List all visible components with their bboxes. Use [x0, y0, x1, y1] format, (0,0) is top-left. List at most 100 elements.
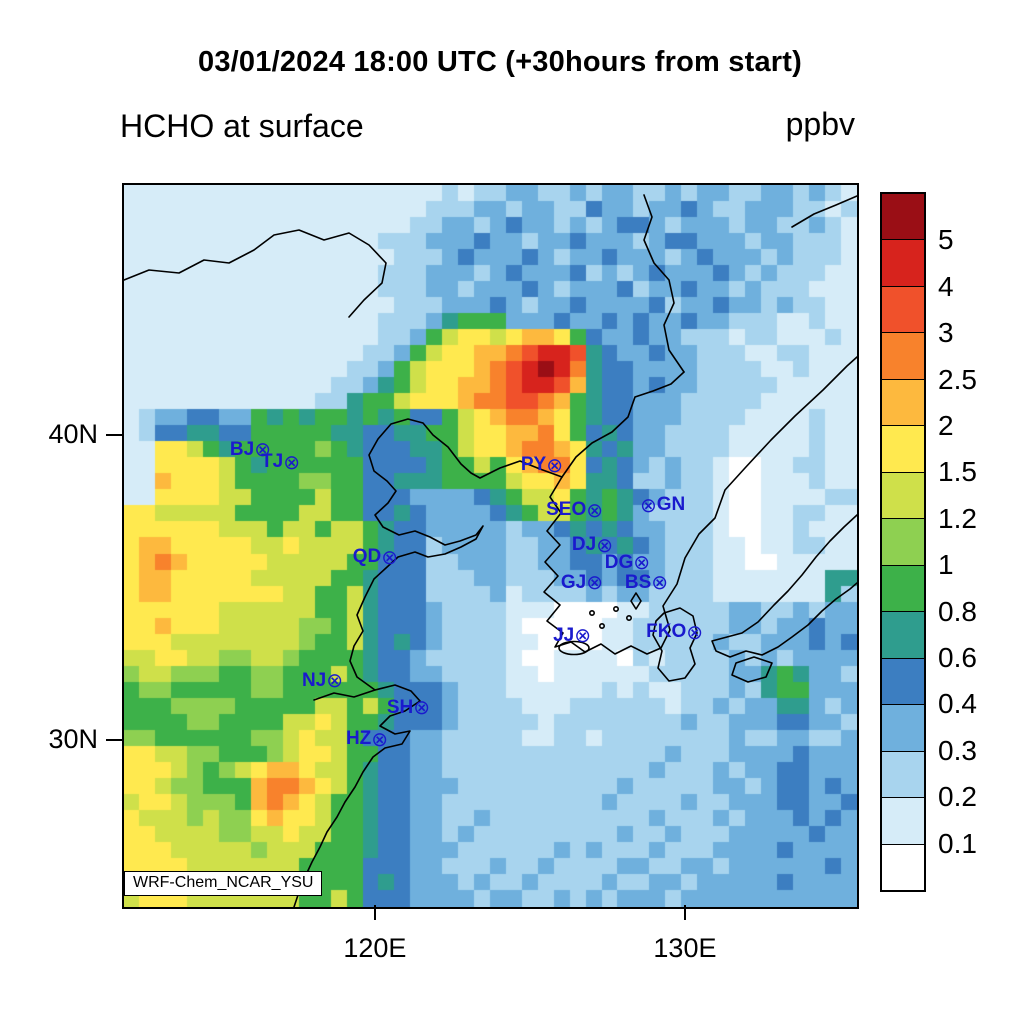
station-fko: FKO ⊗ — [646, 622, 703, 642]
coastline-china — [293, 418, 563, 907]
colorbar-segment — [882, 333, 924, 380]
colorbar — [880, 192, 926, 892]
station-label: GN — [656, 494, 686, 516]
colorbar-tick-label: 0.8 — [938, 595, 977, 627]
station-marker-icon: ⊗ — [381, 544, 398, 569]
station-dg: DG ⊗ — [605, 552, 650, 572]
colorbar-tick-label: 3 — [938, 317, 954, 349]
y-axis-tick — [106, 738, 122, 741]
coastlines — [124, 194, 857, 907]
coastline-honshu — [711, 514, 857, 658]
station-marker-icon: ⊗ — [546, 452, 563, 477]
colorbar-segment — [882, 612, 924, 659]
colorbar-tick-label: 2.5 — [938, 363, 977, 395]
station-gn: ⊗ GN — [640, 495, 685, 515]
colorbar-tick-label: 2 — [938, 410, 954, 441]
station-marker-icon: ⊗ — [686, 619, 703, 644]
station-label: BJ — [229, 438, 255, 460]
islet — [625, 614, 632, 621]
islet — [598, 622, 605, 629]
concentration-field — [124, 185, 857, 907]
colorbar-tick-label: 1.5 — [938, 456, 977, 488]
colorbar-segment — [882, 705, 924, 752]
colorbar-segment — [882, 426, 924, 473]
colorbar-segment — [882, 379, 924, 427]
station-label: DG — [604, 551, 634, 573]
river-line-northwest — [124, 229, 387, 318]
colorbar-segment — [882, 286, 924, 334]
river-line-northeast — [643, 194, 685, 373]
colorbar-segment — [882, 194, 924, 241]
y-axis-label: 30N — [48, 723, 98, 754]
station-marker-icon: ⊗ — [326, 668, 344, 692]
y-axis-tick — [106, 433, 122, 436]
colorbar-segment — [882, 798, 924, 845]
colorbar-tick-label: 1.2 — [938, 502, 977, 534]
station-label: QD — [352, 546, 382, 568]
station-marker-icon: ⊗ — [254, 437, 271, 462]
river-yangtze — [313, 689, 376, 701]
station-label: FKO — [646, 621, 687, 643]
station-marker-icon: ⊗ — [371, 726, 389, 751]
units-label: ppbv — [785, 106, 855, 142]
station-marker-icon: ⊗ — [586, 570, 604, 595]
station-tj: TJ ⊗ — [261, 452, 300, 472]
station-label: BS — [624, 571, 652, 593]
station-py: PY ⊗ — [521, 455, 563, 475]
colorbar-tick-label: 4 — [938, 270, 954, 302]
station-label: SEO — [546, 499, 587, 521]
colorbar-segment — [882, 844, 924, 891]
colorbar-segment — [882, 240, 924, 287]
station-marker-icon: ⊗ — [596, 532, 613, 557]
colorbar-tick-label: 0.3 — [938, 734, 977, 766]
station-marker-icon: ⊗ — [633, 550, 650, 575]
station-label: PY — [520, 454, 547, 476]
station-label: JJ — [553, 624, 575, 646]
station-label: HZ — [345, 728, 372, 750]
station-label: DJ — [571, 534, 597, 556]
station-marker-icon: ⊗ — [574, 623, 591, 648]
station-jj: JJ ⊗ — [553, 625, 591, 645]
border-line-north — [561, 371, 685, 478]
colorbar-tick-label: 0.6 — [938, 642, 977, 673]
station-marker-icon: ⊗ — [586, 497, 604, 522]
station-bs: BS ⊗ — [625, 572, 668, 592]
station-qd: QD ⊗ — [353, 547, 398, 567]
station-dj: DJ ⊗ — [572, 535, 613, 555]
colorbar-tick-label: 5 — [938, 224, 954, 256]
model-credit-badge: WRF-Chem_NCAR_YSU — [124, 871, 323, 896]
variable-label: HCHO at surface — [120, 108, 364, 144]
x-axis-label: 130E — [653, 933, 717, 963]
colorbar-segment — [882, 751, 924, 799]
colorbar-segment — [882, 658, 924, 706]
colorbar-tick-label: 0.2 — [938, 781, 977, 813]
colorbar-segment — [882, 519, 924, 566]
colorbar-segment — [882, 472, 924, 520]
station-hz: HZ ⊗ — [346, 729, 388, 749]
figure-title: 03/01/2024 18:00 UTC (+30hours from star… — [198, 46, 802, 78]
coastline-kyushu — [652, 607, 698, 682]
station-marker-icon: ⊗ — [283, 449, 300, 474]
station-marker-icon: ⊗ — [640, 492, 657, 517]
islet — [588, 609, 595, 616]
coastline-top-right — [791, 195, 857, 228]
coastline-jeju — [558, 640, 590, 656]
station-bj: BJ ⊗ — [230, 439, 271, 459]
coastline-tsushima — [630, 592, 642, 610]
colorbar-tick-label: 1 — [938, 549, 954, 581]
station-label: NJ — [301, 669, 327, 691]
station-nj: NJ ⊗ — [302, 670, 343, 690]
station-label: SH — [386, 696, 414, 718]
station-marker-icon: ⊗ — [413, 695, 431, 719]
islet — [612, 605, 619, 612]
station-markers-layer: BJ ⊗ TJ ⊗ PY ⊗ SEO ⊗ ⊗ GN QD ⊗ DJ ⊗ DG ⊗ GJ ⊗ BS ⊗ JJ ⊗ FKO ⊗ NJ… — [124, 185, 857, 907]
station-label: TJ — [261, 451, 284, 473]
x-axis-tick — [373, 905, 376, 920]
colorbar-tick-label: 0.4 — [938, 688, 977, 720]
station-gj: GJ ⊗ — [561, 572, 603, 592]
coastline-korea-east-asia — [543, 356, 857, 655]
colorbar-tick-label: 0.1 — [938, 827, 977, 859]
station-sh: SH ⊗ — [387, 697, 430, 717]
coastline-shikoku — [731, 656, 773, 683]
